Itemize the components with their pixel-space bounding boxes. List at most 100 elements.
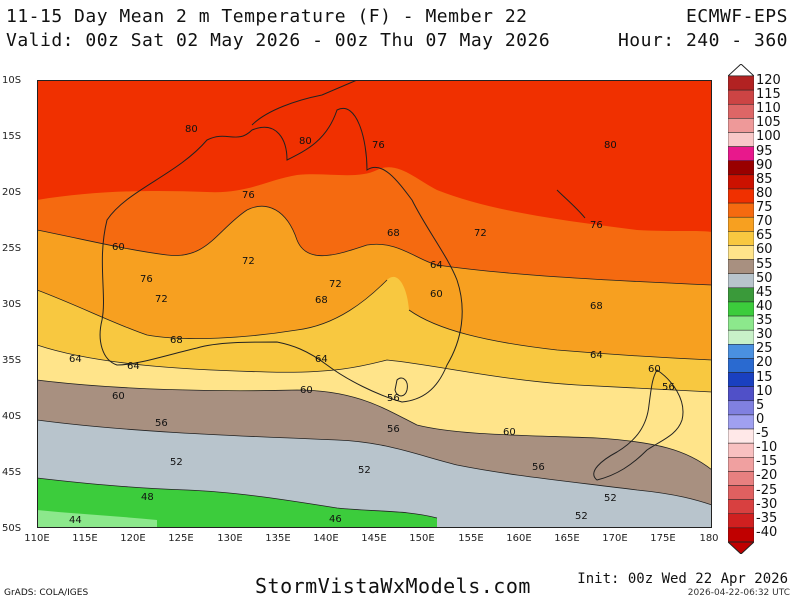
colorbar-label: 0 [756, 411, 765, 427]
colorbar-swatch [728, 301, 754, 317]
tasmania-coastline [394, 377, 408, 397]
colorbar-label: 100 [756, 129, 781, 145]
contour-label: 46 [329, 514, 342, 525]
band-44 [37, 510, 157, 528]
contour-label: 80 [604, 140, 617, 151]
colorbar-label: 15 [756, 369, 773, 385]
contour-label: 64 [69, 354, 82, 365]
colorbar-swatch [728, 372, 754, 387]
colorbar-label: 10 [756, 383, 773, 399]
lon-label: 160E [506, 533, 532, 544]
new-zealand-coastline [593, 369, 684, 481]
colorbar-swatch [728, 513, 754, 529]
lat-label: 30S [2, 299, 22, 310]
colorbar-swatch [728, 273, 754, 289]
colorbar-swatch [728, 245, 754, 260]
colorbar-label: 40 [756, 298, 773, 314]
lat-label: 45S [2, 467, 22, 478]
colorbar-swatch [728, 174, 754, 190]
lon-label: 155E [458, 533, 484, 544]
contour-label: 76 [590, 220, 603, 231]
band-46 [37, 478, 437, 528]
lat-label: 40S [2, 411, 22, 422]
colorbar-swatch [728, 146, 754, 161]
contour-label: 52 [170, 457, 183, 468]
new-caledonia-coastline [556, 189, 586, 219]
contour-label: 68 [387, 228, 400, 239]
contour-label: 64 [127, 361, 140, 372]
contour-label: 64 [590, 350, 603, 361]
colorbar-label: 85 [756, 171, 773, 187]
colorbar-top-arrow [728, 64, 754, 77]
colorbar-swatch [728, 414, 754, 430]
contour-label: 56 [387, 424, 400, 435]
colorbar-label: 35 [756, 313, 773, 329]
colorbar-label: -10 [756, 440, 778, 456]
contour-label: 60 [430, 289, 443, 300]
lon-label: 135E [265, 533, 291, 544]
contour-label: 60 [648, 364, 661, 375]
model-name: ECMWF-EPS [685, 6, 788, 27]
colorbar-label: 70 [756, 214, 773, 230]
colorbar-swatch [728, 485, 754, 500]
colorbar-label: 120 [756, 73, 781, 88]
map-title: 11-15 Day Mean 2 m Temperature (F) - Mem… [6, 6, 528, 27]
colorbar-swatch [728, 75, 754, 91]
lat-label: 35S [2, 355, 22, 366]
colorbar-label: -40 [756, 524, 778, 540]
contour-label: 52 [604, 493, 617, 504]
colorbar-swatch [728, 132, 754, 147]
colorbar-label: -20 [756, 468, 778, 484]
contour-label: 64 [315, 354, 328, 365]
lon-label: 110E [24, 533, 50, 544]
colorbar-swatch [728, 118, 754, 133]
colorbar-label: 30 [756, 327, 773, 343]
contour-label: 60 [112, 242, 125, 253]
lon-label: 130E [217, 533, 243, 544]
contour-label: 68 [590, 301, 603, 312]
colorbar-swatch [728, 103, 754, 119]
contour-label: 76 [140, 274, 153, 285]
colorbar-label: 45 [756, 284, 773, 300]
valid-period: Valid: 00z Sat 02 May 2026 - 00z Thu 07 … [6, 30, 551, 51]
colorbar-swatch [728, 400, 754, 416]
colorbar-swatch [728, 188, 754, 204]
isotherms [37, 205, 712, 519]
lon-label: 120E [120, 533, 146, 544]
lon-label: 125E [168, 533, 194, 544]
contour-label: 72 [155, 294, 168, 305]
lat-label: 25S [2, 243, 22, 254]
contour-label: 56 [662, 382, 675, 393]
contour-label: 56 [155, 418, 168, 429]
colorbar-label: -25 [756, 482, 778, 498]
contour-label: 48 [141, 492, 154, 503]
contour-label: 72 [474, 228, 487, 239]
colorbar-label: 20 [756, 355, 773, 371]
colorbar-label: 55 [756, 256, 773, 272]
colorbar-label: 105 [756, 115, 781, 131]
colorbar-label: 65 [756, 228, 773, 244]
colorbar-swatch [728, 89, 754, 105]
init-time: Init: 00z Wed 22 Apr 2026 [577, 571, 788, 587]
contour-label: 56 [532, 462, 545, 473]
temperature-map: 80 80 76 80 76 72 68 72 76 60 76 72 72 6… [37, 80, 712, 528]
colorbar-swatch [728, 471, 754, 486]
forecast-hours: Hour: 240 - 360 [617, 30, 788, 51]
contour-label: 52 [358, 465, 371, 476]
contour-label: 56 [387, 393, 400, 404]
contour-labels: 80 80 76 80 76 72 68 72 76 60 76 72 72 6… [69, 124, 675, 526]
contour-label: 76 [242, 190, 255, 201]
colorbar-swatch [728, 499, 754, 515]
lat-label: 15S [2, 131, 22, 142]
colorbar-swatch [728, 231, 754, 246]
lat-label: 20S [2, 187, 22, 198]
colorbar-swatch [728, 259, 754, 274]
new-guinea-coastline [251, 80, 358, 126]
contour-label: 60 [300, 385, 313, 396]
colorbar [728, 64, 754, 554]
contour-label: 76 [372, 140, 385, 151]
contour-label: 68 [315, 295, 328, 306]
colorbar-swatch [728, 527, 754, 543]
contour-label: 64 [430, 260, 443, 271]
lat-label: 50S [2, 523, 22, 534]
